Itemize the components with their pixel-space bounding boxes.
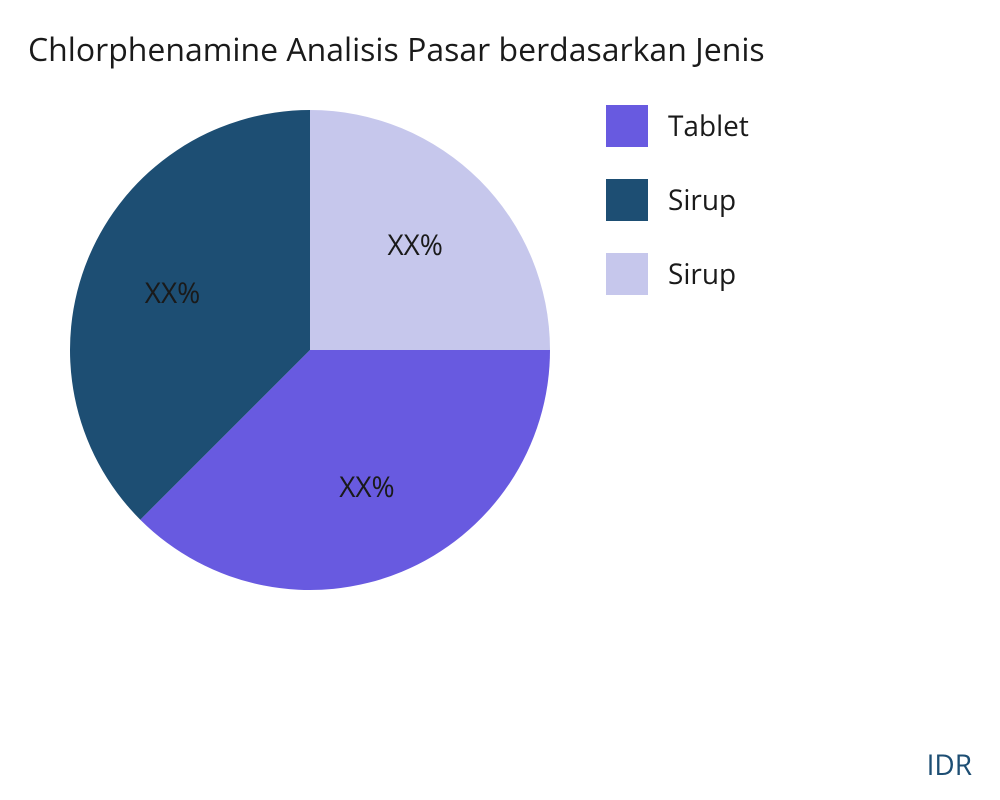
legend-item: Sirup — [606, 179, 749, 221]
legend-item: Tablet — [606, 105, 749, 147]
slice-data-label: XX% — [339, 468, 395, 506]
slice-data-label: XX% — [387, 226, 443, 264]
legend-swatch — [606, 179, 648, 221]
legend-item: Sirup — [606, 253, 749, 295]
pie-chart — [60, 100, 560, 600]
legend: Tablet Sirup Sirup — [606, 105, 749, 295]
slice-data-label: XX% — [145, 274, 201, 312]
legend-label: Sirup — [668, 255, 736, 293]
legend-swatch — [606, 105, 648, 147]
chart-title: Chlorphenamine Analisis Pasar berdasarka… — [28, 28, 765, 71]
legend-label: Tablet — [668, 107, 749, 145]
footer-currency-label: IDR — [927, 746, 972, 784]
legend-label: Sirup — [668, 181, 736, 219]
legend-swatch — [606, 253, 648, 295]
